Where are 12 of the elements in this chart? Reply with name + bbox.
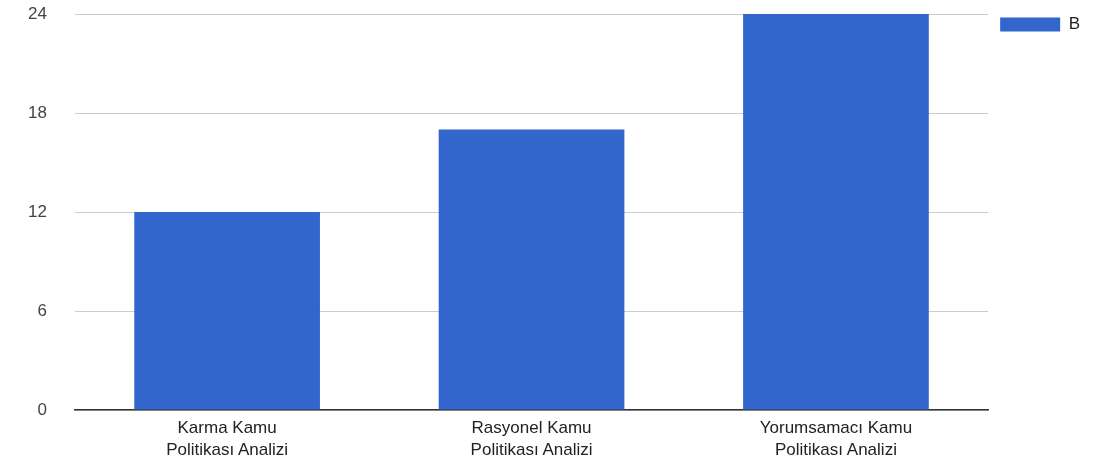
- y-tick-label: 6: [37, 300, 47, 320]
- x-tick-label: Yorumsamacı Kamu Politikası Analizi: [759, 418, 913, 459]
- bar: [134, 212, 320, 410]
- y-tick-label: 24: [27, 3, 47, 23]
- y-tick-label: 18: [27, 102, 47, 122]
- x-tick-label: Karma Kamu Politikası Analizi: [166, 418, 289, 459]
- x-tick-label: Rasyonel Kamu Politikası Analizi: [470, 418, 593, 459]
- legend-label: B: [1068, 14, 1080, 34]
- y-tick-label: 12: [27, 201, 47, 221]
- y-tick-label: 0: [37, 399, 47, 419]
- bar: [743, 14, 929, 410]
- bar: [438, 129, 625, 410]
